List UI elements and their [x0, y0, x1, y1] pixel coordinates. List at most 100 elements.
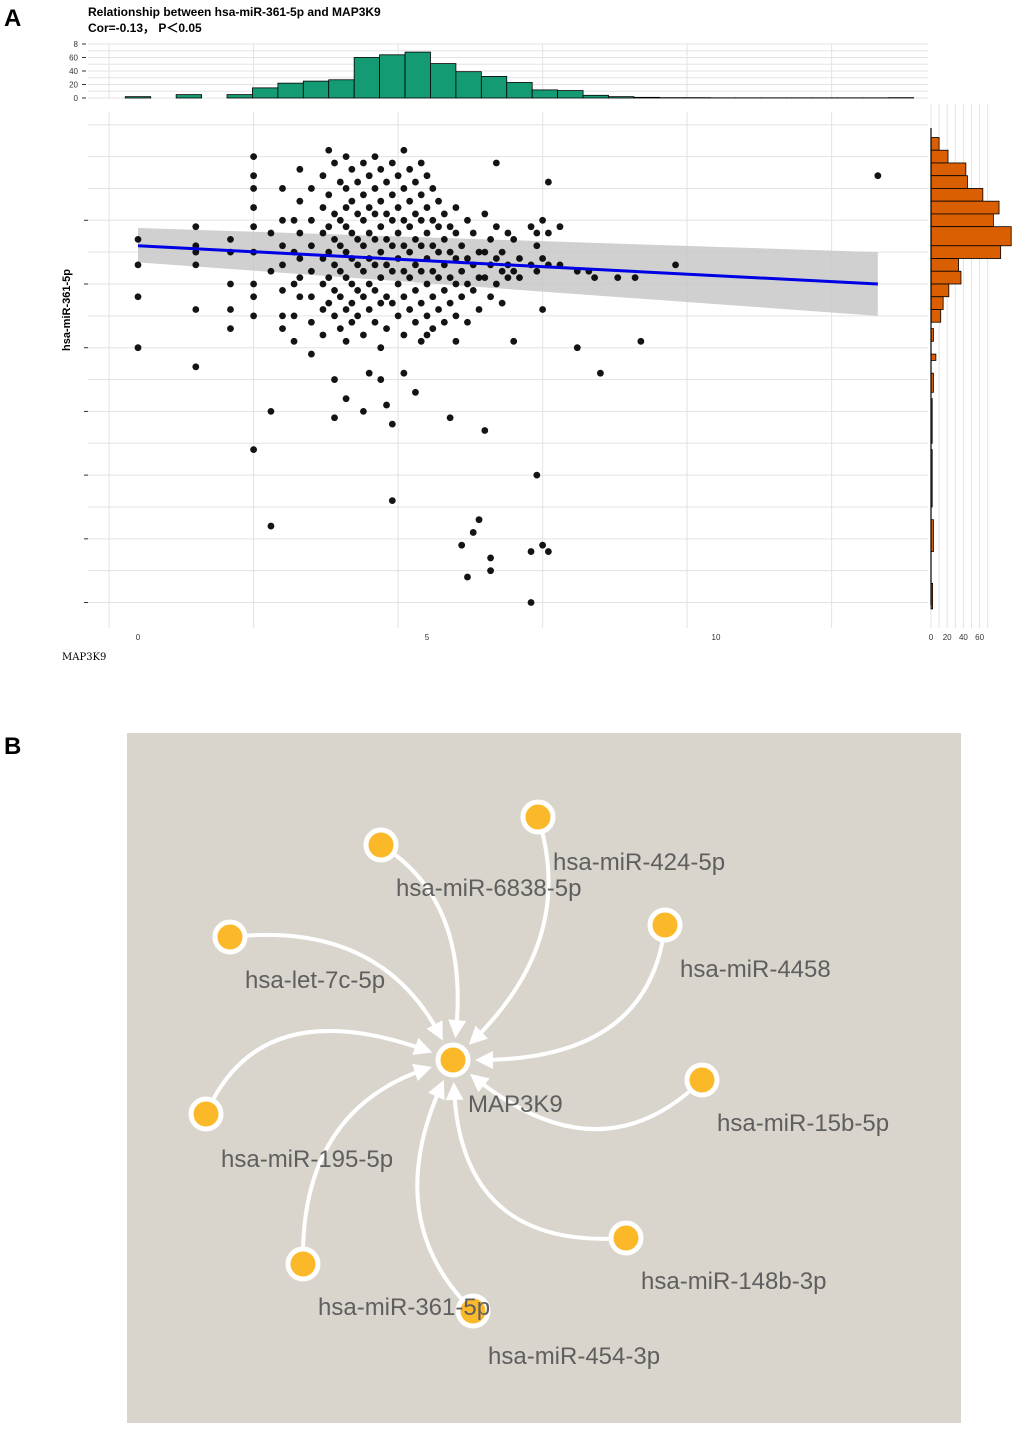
network-node[interactable] — [455, 1293, 491, 1329]
scatter-point — [371, 286, 379, 294]
scatter-point — [452, 312, 460, 320]
scatter-point — [192, 261, 200, 269]
scatter-point — [492, 223, 500, 231]
network-arrowhead — [448, 1019, 467, 1039]
scatter-point — [342, 306, 350, 313]
scatter-point — [267, 408, 275, 415]
scatter-point — [394, 312, 402, 320]
scatter-point — [510, 236, 518, 243]
right-histogram-bar — [930, 226, 1012, 247]
network-node-label: hsa-miR-454-3p — [488, 1343, 660, 1370]
x-tick-label: 10 — [712, 633, 721, 642]
scatter-point — [342, 185, 350, 192]
scatter-point — [544, 229, 552, 237]
scatter-point — [388, 420, 396, 428]
scatter-point — [464, 573, 471, 581]
top-histogram: 0 20 40 60 8 — [69, 40, 928, 103]
scatter-point — [417, 337, 425, 345]
network-edge — [379, 843, 460, 1035]
scatter-point — [279, 185, 286, 192]
scatter-point — [394, 172, 402, 180]
scatter-point — [360, 242, 367, 250]
scatter-point — [874, 172, 882, 180]
scatter-point — [429, 293, 437, 301]
network-arrowhead — [426, 1020, 443, 1041]
network-node[interactable] — [363, 827, 399, 863]
network-node[interactable] — [435, 1042, 471, 1078]
scatter-point — [308, 216, 315, 224]
scatter-point — [492, 255, 500, 262]
top-histogram-tick-label: 40 — [69, 67, 78, 76]
scatter-point — [331, 159, 338, 167]
scatter-point — [452, 337, 460, 345]
scatter-point — [331, 210, 338, 218]
network-node[interactable] — [285, 1246, 321, 1282]
scatter-point — [377, 299, 385, 307]
scatter-point — [227, 306, 234, 313]
scatter-point — [377, 376, 385, 383]
scatter-point — [267, 522, 275, 530]
scatter-point — [556, 223, 564, 231]
network-arrowhead — [468, 1025, 489, 1045]
scatter-point — [406, 223, 414, 231]
scatter-point — [279, 242, 286, 250]
scatter-point — [377, 165, 385, 173]
scatter-point — [412, 236, 419, 243]
network-node[interactable] — [212, 919, 248, 955]
scatter-point — [308, 350, 315, 358]
scatter-point — [504, 229, 512, 237]
scatter-point — [400, 293, 408, 301]
scatter-point — [365, 204, 373, 211]
scatter-point — [360, 293, 367, 301]
network-arrowhead — [412, 1063, 433, 1081]
top-histogram-bar — [430, 63, 457, 99]
network-node[interactable] — [608, 1220, 644, 1256]
scatter-point — [325, 299, 333, 307]
scatter-point — [308, 318, 315, 326]
scatter-point — [464, 318, 471, 326]
network-node[interactable] — [684, 1062, 720, 1098]
top-histogram-tick-label: 20 — [69, 81, 78, 90]
network-node[interactable] — [520, 799, 556, 835]
scatter-point — [365, 280, 373, 288]
scatter-point — [250, 223, 257, 231]
scatter-point — [267, 267, 275, 275]
scatter-point — [377, 344, 385, 352]
scatter-point — [134, 344, 142, 352]
scatter-point — [412, 210, 419, 218]
scatter-point — [400, 267, 408, 275]
right-histogram-bars — [930, 128, 1012, 610]
scatter-point — [377, 274, 385, 282]
scatter-point — [342, 223, 350, 231]
top-histogram-bar — [124, 96, 152, 99]
top-histogram-bar — [582, 94, 609, 99]
scatter-point — [440, 286, 448, 294]
scatter-point — [417, 242, 425, 250]
scatter-point — [383, 293, 390, 301]
network-node[interactable] — [188, 1096, 224, 1132]
network-node-label: hsa-miR-148b-3p — [641, 1268, 826, 1295]
right-histogram-bar — [930, 162, 967, 177]
scatter-point — [331, 286, 338, 294]
scatter-point — [371, 261, 379, 269]
top-histogram-bar — [252, 87, 279, 99]
scatter-point — [383, 261, 390, 269]
scatter-point — [412, 178, 419, 186]
scatter-plot: 0 5 10 — [84, 112, 928, 642]
scatter-point — [325, 223, 333, 231]
right-histogram-bar — [930, 213, 994, 228]
network-node[interactable] — [647, 907, 683, 943]
scatter-point — [134, 261, 142, 269]
scatter-point — [533, 229, 541, 237]
scatter-point — [354, 178, 362, 186]
scatter-point — [348, 229, 356, 237]
network-arrowhead — [428, 1080, 445, 1101]
scatter-point — [348, 165, 356, 173]
right-histogram-bar — [930, 283, 950, 298]
scatter-point — [475, 248, 483, 256]
scatter-point — [498, 248, 506, 256]
right-histogram-bar — [930, 270, 962, 285]
right-histogram: 0 20 40 60 — [929, 104, 1012, 642]
network-arrowhead — [475, 1051, 493, 1069]
right-histogram-tick-labels: 0 20 40 60 — [929, 633, 985, 642]
